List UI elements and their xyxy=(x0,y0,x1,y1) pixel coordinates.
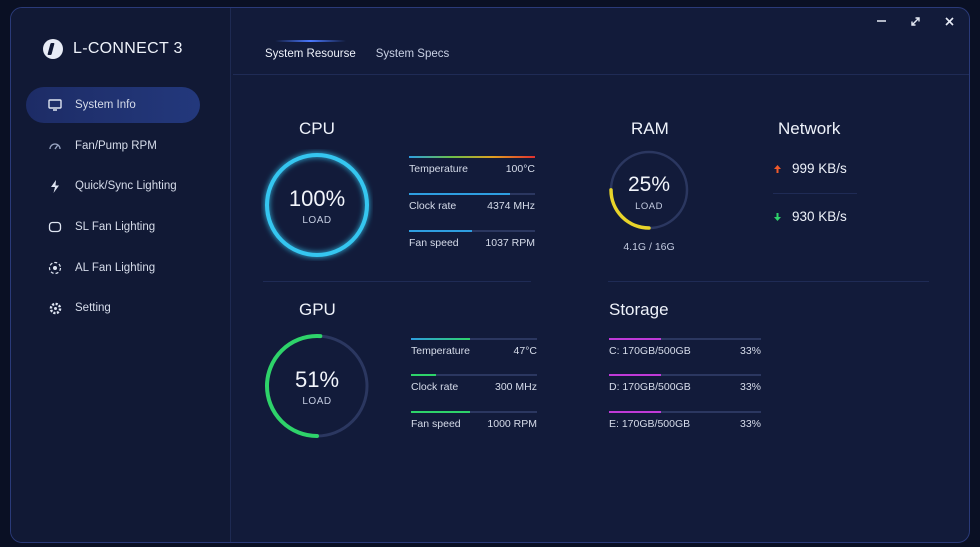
cpu-clock-bar xyxy=(409,193,510,195)
sl-fan-icon xyxy=(48,220,62,234)
sidebar-item-system-info[interactable]: System Info xyxy=(26,87,200,123)
cpu-title: CPU xyxy=(299,119,335,138)
sidebar-item-label: Setting xyxy=(75,302,111,315)
ram-storage-divider xyxy=(608,281,929,282)
al-fan-icon xyxy=(48,261,62,275)
metric-label: Clock rate xyxy=(409,200,457,212)
metric-label: Fan speed xyxy=(409,237,459,249)
upload-arrow-icon xyxy=(774,164,781,173)
cpu-load-gauge: 100% LOAD xyxy=(261,149,373,261)
lightning-icon xyxy=(48,179,62,193)
cpu-temperature-metric: Temperature 100°C xyxy=(409,156,535,192)
metric-value: 1037 RPM xyxy=(485,237,535,249)
drive-percent: 33% xyxy=(739,418,761,430)
gpu-temperature-metric: Temperature 47°C xyxy=(411,338,537,374)
network-upload: 999 KB/s xyxy=(773,161,847,176)
metric-value: 1000 RPM xyxy=(487,418,537,430)
metric-label: Temperature xyxy=(411,345,470,357)
upload-speed: 999 KB/s xyxy=(792,161,847,176)
cpu-gpu-divider xyxy=(263,281,531,282)
ram-load-value: 25% xyxy=(627,173,671,196)
storage-title: Storage xyxy=(609,300,669,319)
app-window: L-CONNECT 3 System Info Fan/Pump RPM Qui… xyxy=(10,7,970,543)
app-logo: L-CONNECT 3 xyxy=(43,39,183,59)
gpu-load-gauge: 51% LOAD xyxy=(261,330,373,442)
cpu-load-label: LOAD xyxy=(302,215,332,226)
cpu-fan-metric: Fan speed 1037 RPM xyxy=(409,230,535,266)
window-controls xyxy=(875,14,955,28)
tab-system-specs[interactable]: System Specs xyxy=(375,48,450,60)
gpu-gauge-arc xyxy=(265,334,369,438)
metric-value: 100°C xyxy=(505,163,535,175)
tab-divider xyxy=(233,74,969,75)
sidebar-nav: System Info Fan/Pump RPM Quick/Sync Ligh… xyxy=(26,87,200,331)
metric-value: 4374 MHz xyxy=(487,200,535,212)
tab-bar: System Resourse System Specs xyxy=(265,40,450,72)
storage-drive-d: D: 170GB/500GB 33% xyxy=(609,374,761,410)
ram-title: RAM xyxy=(631,119,669,138)
cpu-gauge-arc xyxy=(265,153,369,257)
metric-value: 300 MHz xyxy=(494,381,537,393)
ram-load-gauge: 25% LOAD xyxy=(608,149,690,231)
drive-label: C: 170GB/500GB xyxy=(609,345,691,357)
sidebar-item-label: Quick/Sync Lighting xyxy=(75,180,177,193)
network-title: Network xyxy=(778,119,841,138)
close-button[interactable] xyxy=(943,14,955,28)
lian-li-logo-icon xyxy=(43,39,63,59)
sidebar-item-fan-pump-rpm[interactable]: Fan/Pump RPM xyxy=(26,128,200,164)
gpu-fan-metric: Fan speed 1000 RPM xyxy=(411,411,537,447)
sidebar-item-setting[interactable]: Setting xyxy=(26,290,200,326)
sidebar-item-label: Fan/Pump RPM xyxy=(75,139,157,152)
network-divider xyxy=(773,193,857,194)
gear-icon xyxy=(48,301,62,315)
gpu-clock-bar xyxy=(411,374,437,376)
sidebar-item-sl-fan-lighting[interactable]: SL Fan Lighting xyxy=(26,209,200,245)
gpu-title: GPU xyxy=(299,300,336,319)
maximize-button[interactable] xyxy=(909,14,921,28)
app-title: L-CONNECT 3 xyxy=(73,40,183,57)
metric-label: Temperature xyxy=(409,163,468,175)
metric-value: 47°C xyxy=(513,345,537,357)
sidebar: L-CONNECT 3 System Info Fan/Pump RPM Qui… xyxy=(11,8,231,542)
metric-label: Fan speed xyxy=(411,418,461,430)
ram-load-label: LOAD xyxy=(635,201,663,212)
sidebar-item-label: System Info xyxy=(75,99,136,111)
cpu-fan-bar xyxy=(409,230,472,232)
drive-percent: 33% xyxy=(739,381,761,393)
gpu-fan-bar xyxy=(411,411,471,413)
drive-percent: 33% xyxy=(739,345,761,357)
tab-system-resource[interactable]: System Resourse xyxy=(265,40,356,72)
metric-label: Clock rate xyxy=(411,381,459,393)
sidebar-item-quick-sync-lighting[interactable]: Quick/Sync Lighting xyxy=(26,168,200,204)
cpu-load-value: 100% xyxy=(288,186,346,211)
sidebar-item-label: AL Fan Lighting xyxy=(75,261,156,274)
minimize-button[interactable] xyxy=(875,14,887,28)
sidebar-item-al-fan-lighting[interactable]: AL Fan Lighting xyxy=(26,250,200,286)
download-speed: 930 KB/s xyxy=(792,209,847,224)
storage-drive-e: E: 170GB/500GB 33% xyxy=(609,411,761,447)
gpu-temperature-bar xyxy=(411,338,471,340)
drive-e-usage-bar xyxy=(609,411,661,413)
cpu-clock-metric: Clock rate 4374 MHz xyxy=(409,193,535,229)
gpu-load-value: 51% xyxy=(294,367,340,392)
drive-label: E: 170GB/500GB xyxy=(609,418,691,430)
ram-usage: 4.1G / 16G xyxy=(623,241,675,253)
sidebar-item-label: SL Fan Lighting xyxy=(75,221,156,234)
drive-d-usage-bar xyxy=(609,374,661,376)
fan-speed-icon xyxy=(48,139,62,153)
gpu-clock-metric: Clock rate 300 MHz xyxy=(411,374,537,410)
gpu-load-label: LOAD xyxy=(302,396,332,407)
monitor-icon xyxy=(48,98,62,112)
network-download: 930 KB/s xyxy=(773,209,847,224)
cpu-temperature-bar xyxy=(409,156,535,158)
ram-gauge-arc xyxy=(609,150,689,230)
drive-label: D: 170GB/500GB xyxy=(609,381,691,393)
storage-drive-c: C: 170GB/500GB 33% xyxy=(609,338,761,374)
drive-c-usage-bar xyxy=(609,338,661,340)
download-arrow-icon xyxy=(774,212,781,221)
